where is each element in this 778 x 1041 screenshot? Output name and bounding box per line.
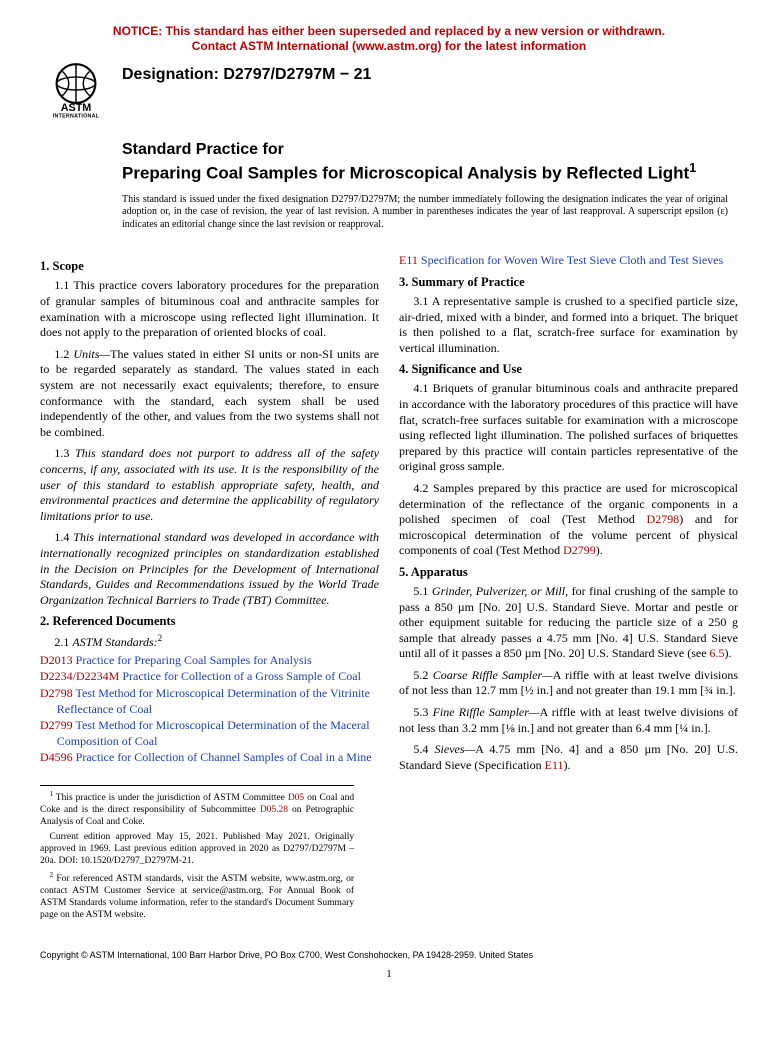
sig-4-1: 4.1 Briquets of granular bituminous coal…: [399, 381, 738, 475]
title-sup: 1: [689, 160, 696, 175]
ref-D2013: D2013 Practice for Preparing Coal Sample…: [40, 653, 379, 669]
title-kicker: Standard Practice for: [122, 140, 738, 160]
ref-D2798: D2798 Test Method for Microscopical Dete…: [40, 686, 379, 717]
summary-head: 3. Summary of Practice: [399, 275, 738, 290]
title-block: Standard Practice for Preparing Coal Sam…: [122, 140, 738, 184]
body-columns: 1. Scope 1.1 This practice covers labora…: [40, 253, 738, 773]
page-root: NOTICE: This standard has either been su…: [0, 0, 778, 1000]
scope-1-2: 1.2 Units—The values stated in either SI…: [40, 347, 379, 441]
footnotes: 1 This practice is under the jurisdictio…: [40, 785, 354, 921]
scope-head: 1. Scope: [40, 259, 379, 274]
notice-line2: Contact ASTM International (www.astm.org…: [192, 39, 586, 53]
scope-1-4: 1.4 This international standard was deve…: [40, 530, 379, 608]
header-row: ASTM INTERNATIONAL Designation: D2797/D2…: [40, 62, 738, 118]
title-main: Preparing Coal Samples for Microscopical…: [122, 160, 738, 184]
refs-sub: 2.1 ASTM Standards:2: [40, 633, 379, 651]
footnote-2: 2 For referenced ASTM standards, visit t…: [40, 871, 354, 922]
footnote-1: 1 This practice is under the jurisdictio…: [40, 790, 354, 829]
app-5-2: 5.2 Coarse Riffle Sampler—A riffle with …: [399, 668, 738, 699]
ref-D2799: D2799 Test Method for Microscopical Dete…: [40, 718, 379, 749]
copyright-line: Copyright © ASTM International, 100 Barr…: [40, 950, 738, 960]
issuance-note: This standard is issued under the fixed …: [122, 194, 728, 232]
app-5-4: 5.4 Sieves—A 4.75 mm [No. 4] and a 850 µ…: [399, 742, 738, 773]
app-5-1: 5.1 Grinder, Pulverizer, or Mill, for fi…: [399, 584, 738, 662]
scope-1-3: 1.3 This standard does not purport to ad…: [40, 446, 379, 524]
designation: Designation: D2797/D2797M − 21: [122, 66, 371, 84]
logo-text-bottom: INTERNATIONAL: [53, 113, 100, 118]
sig-4-2: 4.2 Samples prepared by this practice ar…: [399, 481, 738, 559]
page-number: 1: [40, 968, 738, 980]
footnote-1b: Current edition approved May 15, 2021. P…: [40, 832, 354, 868]
app-head: 5. Apparatus: [399, 565, 738, 580]
logo-text-top: ASTM: [61, 102, 92, 114]
notice-line1: NOTICE: This standard has either been su…: [113, 24, 665, 38]
notice-banner: NOTICE: This standard has either been su…: [40, 24, 738, 54]
designation-label: Designation:: [122, 66, 219, 83]
scope-1-1: 1.1 This practice covers laboratory proc…: [40, 278, 379, 340]
summary-3-1: 3.1 A representative sample is crushed t…: [399, 294, 738, 356]
astm-logo: ASTM INTERNATIONAL: [40, 62, 112, 118]
ref-D4596: D4596 Practice for Collection of Channel…: [40, 750, 379, 766]
ref-D2234: D2234/D2234M Practice for Collection of …: [40, 669, 379, 685]
app-5-3: 5.3 Fine Riffle Sampler—A riffle with at…: [399, 705, 738, 736]
ref-E11: E11 Specification for Woven Wire Test Si…: [399, 253, 738, 269]
sig-head: 4. Significance and Use: [399, 362, 738, 377]
designation-value: D2797/D2797M − 21: [223, 66, 371, 83]
refs-head: 2. Referenced Documents: [40, 614, 379, 629]
